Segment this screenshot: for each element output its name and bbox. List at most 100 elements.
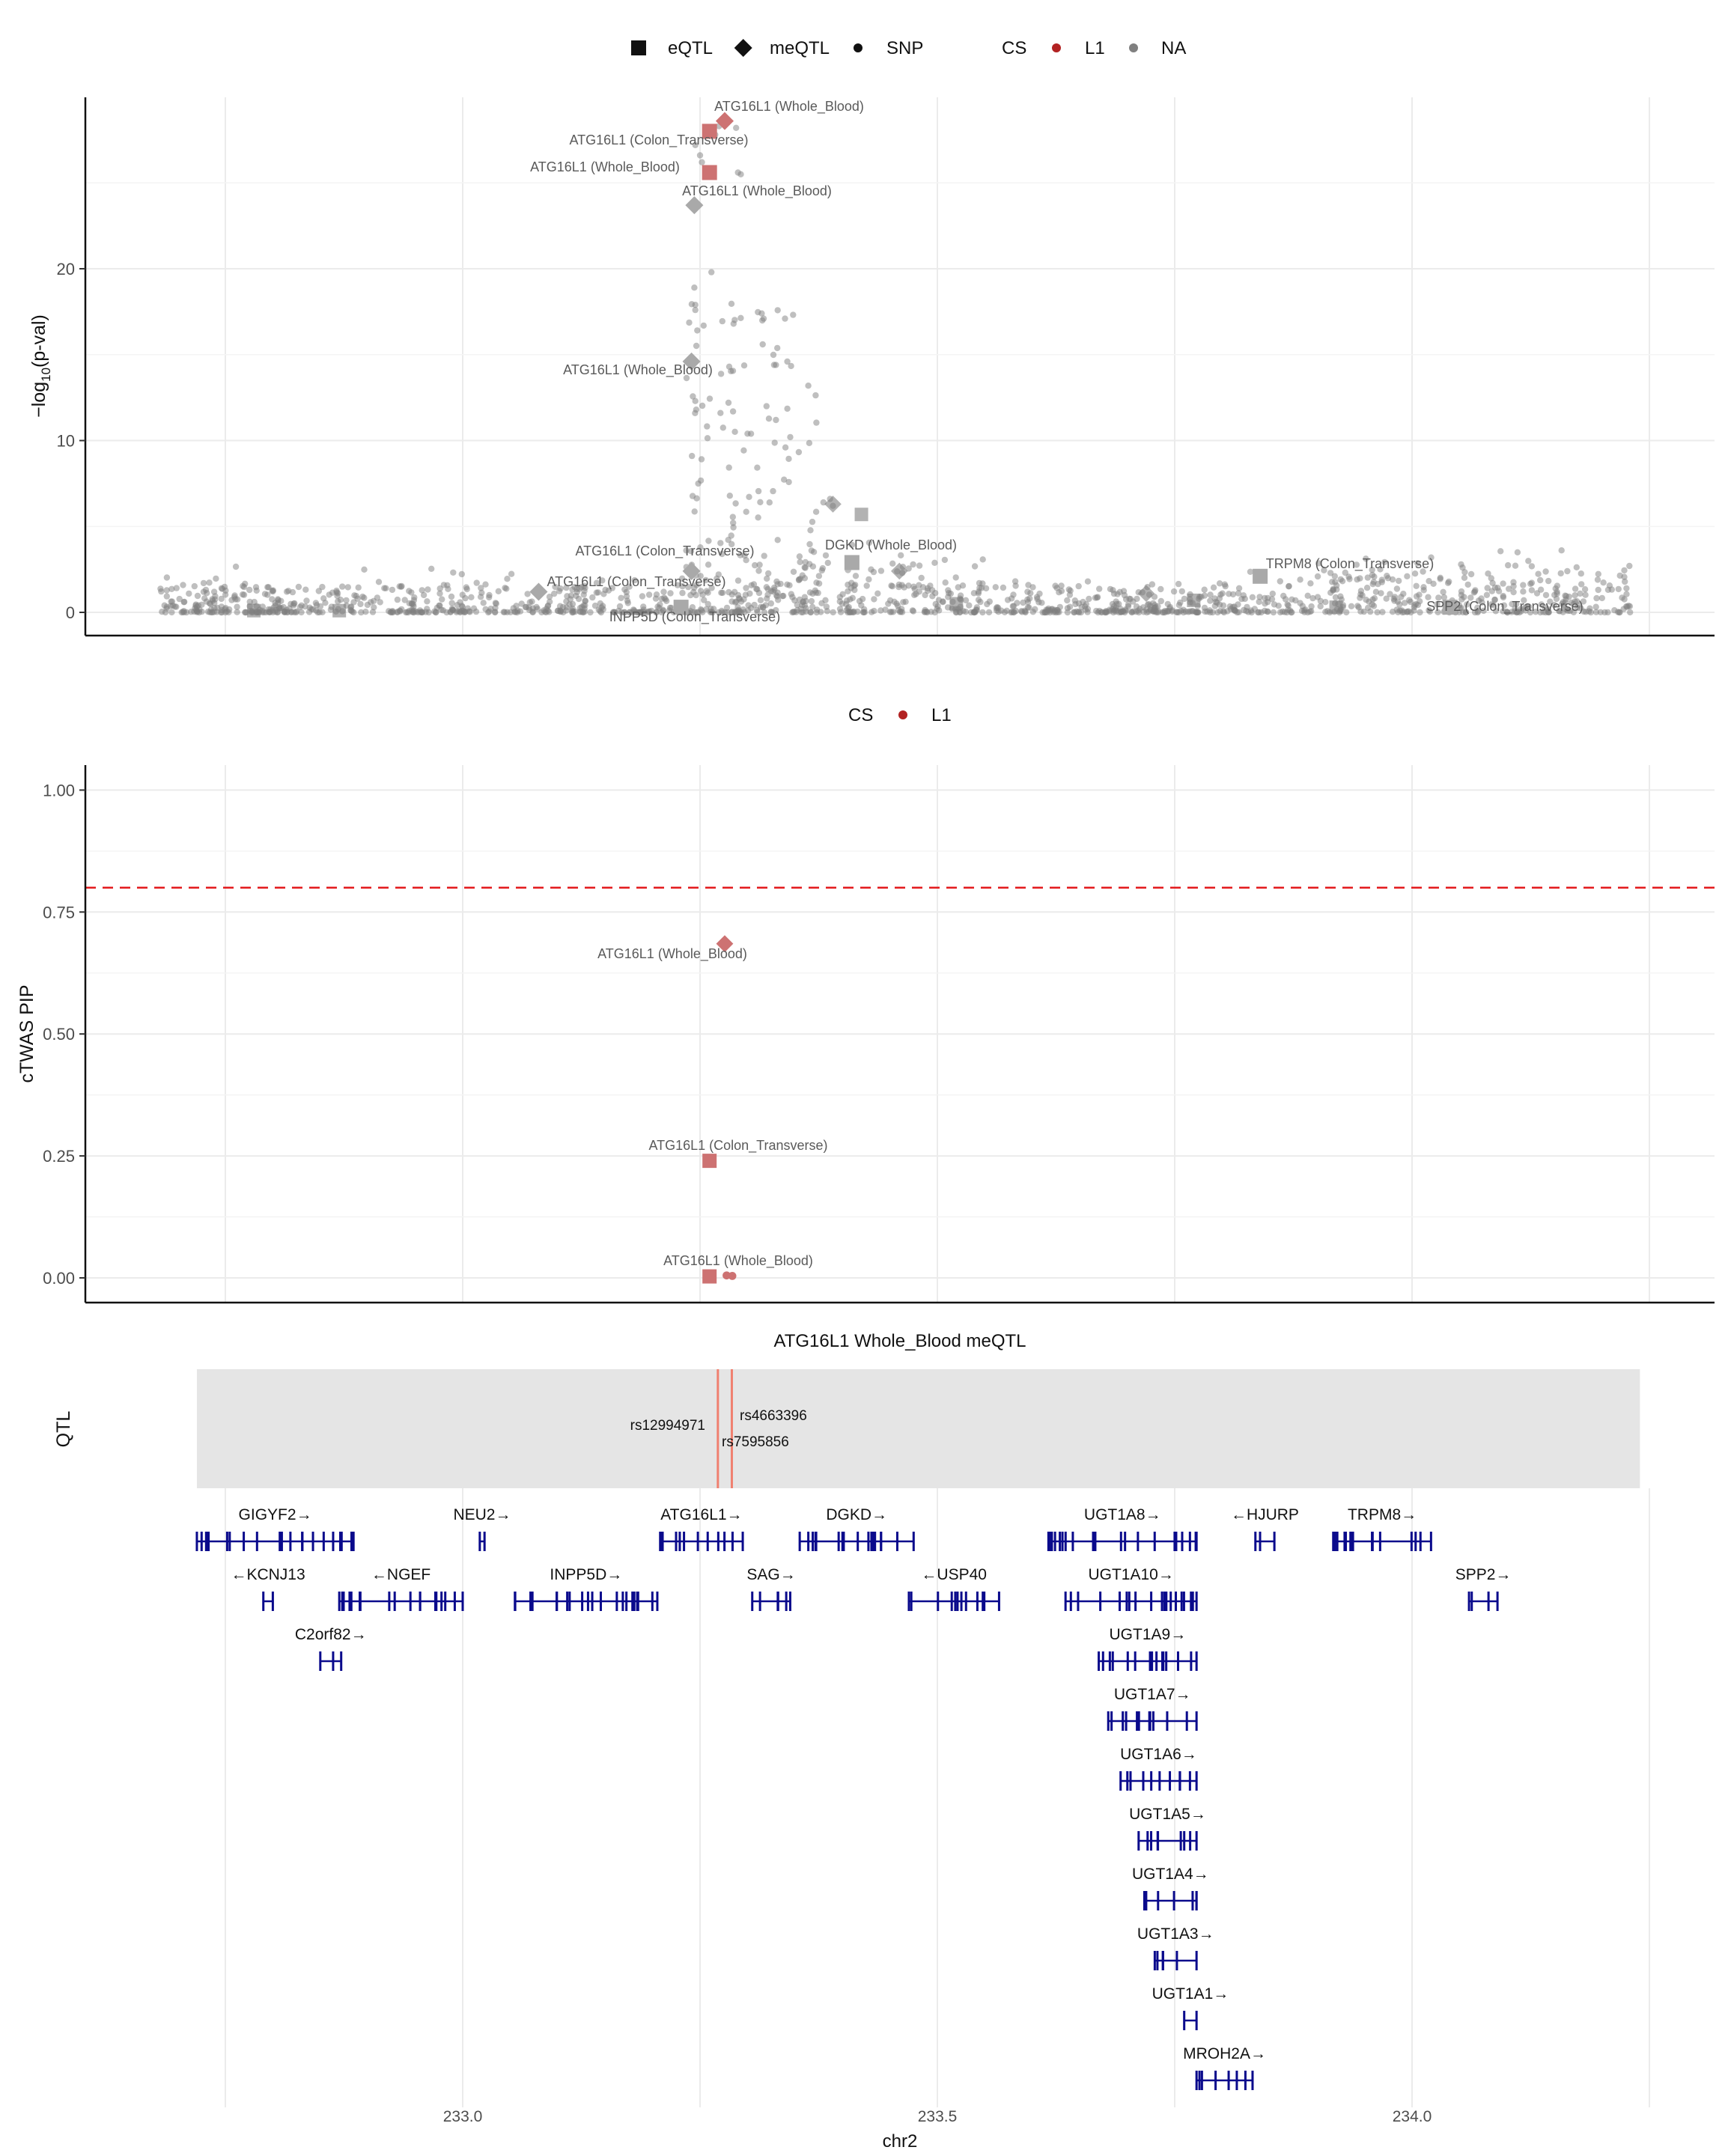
gwas-snp-point (1011, 609, 1017, 615)
gwas-snp-point (645, 591, 653, 598)
gwas-snp-point (263, 609, 270, 616)
gwas-snp-point (734, 608, 740, 615)
gwas-snp-point (246, 598, 253, 606)
gwas-snp-point (335, 598, 341, 605)
gwas-snp-point (743, 585, 749, 591)
gene-exon (1419, 1532, 1422, 1551)
gene-exon (461, 1592, 464, 1611)
gwas-snp-point (976, 579, 983, 587)
legend-mid-label-l1: L1 (931, 705, 952, 725)
gwas-snp-point (334, 592, 341, 600)
gwas-snp-point (1564, 567, 1571, 575)
gene-exon (1175, 1532, 1178, 1551)
gwas-snp-point (495, 588, 502, 594)
gene-exon (1273, 1532, 1276, 1551)
gwas-snp-point (1545, 577, 1552, 585)
gwas-snp-point (1467, 570, 1475, 578)
gwas-snp-point (1592, 603, 1599, 610)
gwas-snp-point (595, 606, 602, 613)
gwas-snp-point (733, 124, 740, 131)
gwas-snp-point (1369, 567, 1375, 573)
gwas-snp-point (526, 599, 533, 606)
gene-exon (1214, 2071, 1217, 2090)
gene-exon (1122, 1711, 1125, 1731)
gwas-snp-point (168, 585, 175, 592)
gene-exon (440, 1592, 443, 1611)
gwas-snp-point (1458, 591, 1465, 598)
gwas-snp-point (1461, 574, 1468, 581)
gwas-snp-point (482, 581, 489, 588)
gwas-snp-point (889, 560, 896, 567)
gwas-snp-point (941, 556, 949, 564)
gene-exon (1137, 1711, 1140, 1731)
gwas-snp-point (1371, 573, 1378, 580)
gwas-snp-point (1426, 578, 1432, 585)
gene-exon (1064, 1532, 1067, 1551)
gwas-snp-point (232, 563, 240, 570)
gwas-snp-point (1170, 588, 1178, 595)
gwas-snp-point (809, 518, 816, 526)
gwas-snp-point (577, 609, 584, 615)
gwas-snp-point (1374, 609, 1381, 616)
gwas-snp-point (660, 606, 666, 613)
gene-exon (1467, 1592, 1470, 1611)
qtl-snp-label: rs12994971 (630, 1418, 705, 1434)
gene-exon (683, 1532, 686, 1551)
gwas-snp-point (773, 362, 779, 368)
gwas-snp-point (580, 602, 587, 609)
gwas-snp-point (463, 585, 470, 593)
gwas-snp-point (1474, 604, 1481, 611)
gwas-snp-point (394, 596, 401, 603)
gene-exon (225, 1532, 228, 1551)
qtl-band (196, 1369, 1640, 1488)
gwas-snp-point (1369, 601, 1376, 608)
gwas-snp-point (580, 591, 587, 598)
gene-exon (660, 1532, 663, 1551)
gwas-snp-point (1623, 591, 1630, 597)
gwas-snp-point (454, 602, 461, 609)
gwas-snp-point (922, 591, 928, 599)
gwas-snp-point (1542, 568, 1549, 575)
gwas-snp-point (1462, 609, 1470, 615)
gwas-snp-point (685, 583, 692, 591)
legend-circle-icon (854, 43, 862, 52)
gwas-snp-point (1201, 604, 1208, 612)
gene-exon (1345, 1532, 1348, 1551)
gene-exon (1251, 2071, 1254, 2090)
gene-exon (1343, 1532, 1346, 1551)
gwas-snp-point (1497, 548, 1504, 555)
gene-exon (1111, 1651, 1114, 1671)
gwas-snp-point (163, 574, 171, 581)
gwas-grey-meqtl-marker (890, 562, 908, 580)
gene-exon (1050, 1532, 1053, 1551)
gene-exon (785, 1592, 788, 1611)
gwas-snp-point (1464, 601, 1470, 608)
gene-exon (1198, 2071, 1201, 2090)
gene-exon (625, 1592, 628, 1611)
gwas-snp-point (1122, 596, 1130, 603)
gene-exon (983, 1592, 986, 1611)
gwas-snp-point (773, 416, 779, 424)
gwas-snp-point (690, 393, 696, 400)
gwas-snp-point (744, 430, 751, 437)
gwas-snp-point (276, 603, 283, 611)
gwas-snp-point (218, 595, 225, 603)
gwas-snp-point (952, 574, 959, 581)
gwas-snp-point (705, 538, 712, 544)
gwas-snp-point (179, 609, 186, 615)
gwas-snp-point (905, 582, 912, 589)
gene-exon (586, 1592, 589, 1611)
gwas-snp-point (1071, 609, 1077, 615)
gene-exon (880, 1532, 883, 1551)
gwas-snp-point (593, 579, 600, 586)
gene-exon (954, 1592, 957, 1611)
gwas-snp-point (822, 552, 830, 559)
gwas-grey-eqtl-marker (949, 597, 964, 611)
gwas-snp-point (696, 152, 704, 159)
gwas-snp-point (1428, 554, 1435, 561)
gwas-snp-point (636, 609, 642, 616)
gwas-snp-point (1317, 603, 1324, 610)
gwas-snp-point (419, 587, 425, 594)
gwas-snp-point (1182, 608, 1190, 615)
